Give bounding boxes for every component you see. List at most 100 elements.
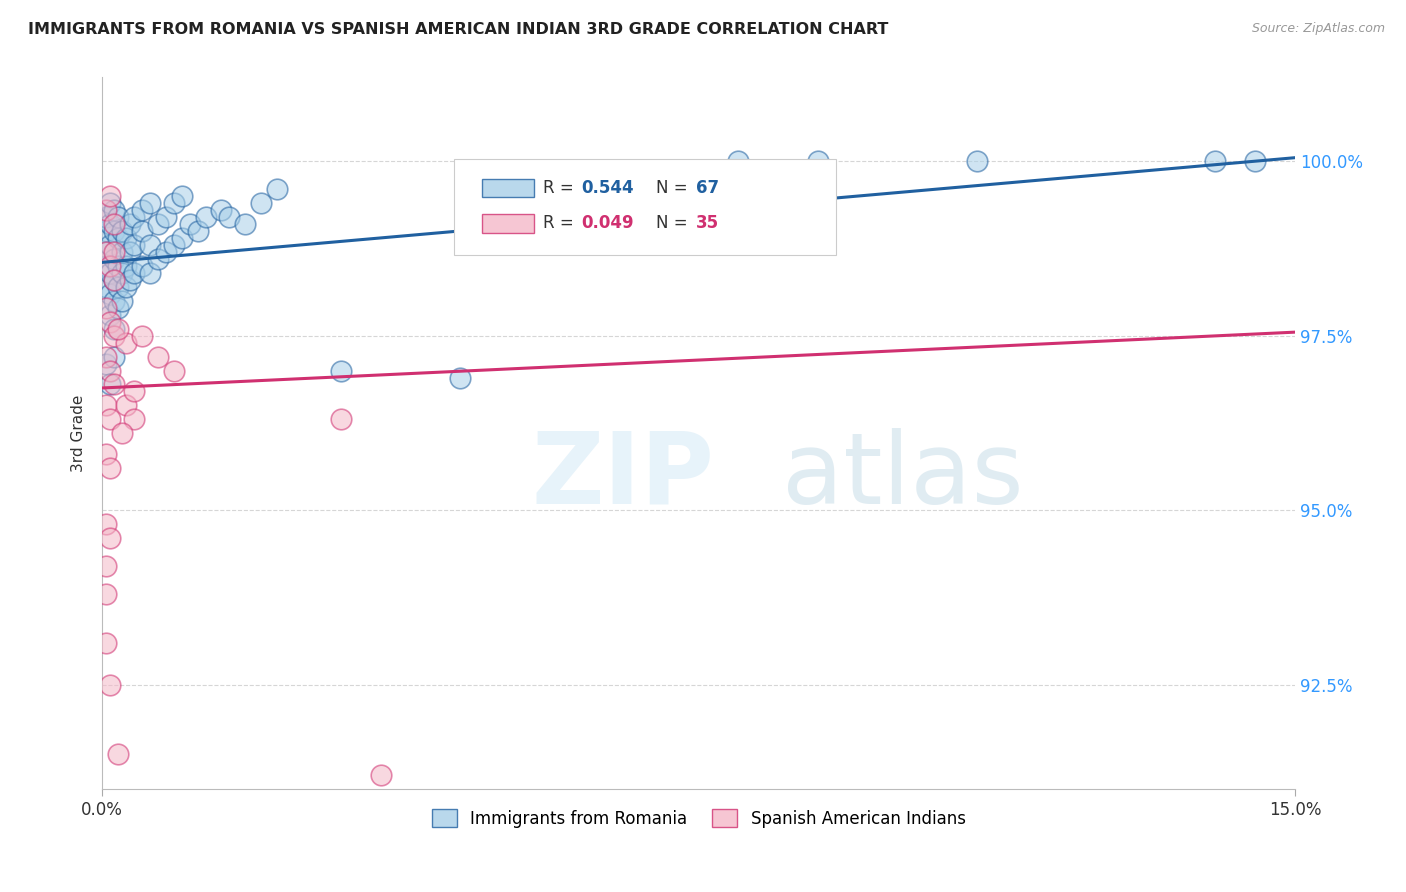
Point (103, 273, 125, 287)
Text: R =: R = (543, 214, 579, 232)
Point (235, 217, 257, 231)
Point (163, 238, 186, 252)
Point (107, 747, 129, 762)
Point (98, 196, 121, 211)
Point (96, 244, 118, 259)
Point (807, 154, 830, 169)
Point (449, 370, 471, 384)
Point (146, 217, 169, 231)
Point (103, 293, 125, 308)
Point (98, 377, 121, 392)
Point (107, 210, 129, 224)
Point (115, 399, 138, 413)
Point (111, 293, 134, 308)
Point (103, 217, 125, 231)
Text: N =: N = (657, 178, 693, 197)
Point (96, 350, 118, 364)
Text: ZIP: ZIP (531, 427, 714, 524)
Point (211, 202, 233, 217)
Legend: Immigrants from Romania, Spanish American Indians: Immigrants from Romania, Spanish America… (425, 803, 972, 834)
Point (96, 587, 118, 601)
Point (155, 210, 177, 224)
Point (107, 231, 129, 245)
Point (103, 244, 125, 259)
Point (103, 321, 125, 335)
Point (96, 447, 118, 461)
Point (146, 252, 169, 266)
Text: N =: N = (657, 214, 693, 232)
Point (131, 259, 153, 273)
Point (118, 273, 141, 287)
Point (966, 154, 988, 169)
Point (131, 328, 153, 343)
Text: 0.544: 0.544 (581, 178, 634, 197)
Point (329, 412, 352, 426)
Point (98, 363, 121, 377)
Text: atlas: atlas (782, 427, 1024, 524)
Point (370, 768, 392, 782)
Point (111, 224, 134, 238)
Point (103, 252, 125, 266)
Point (98, 531, 121, 545)
Point (727, 154, 749, 169)
Point (103, 202, 125, 217)
Text: 0.049: 0.049 (581, 214, 634, 232)
Point (98, 259, 121, 273)
Point (103, 350, 125, 364)
Point (131, 224, 153, 238)
FancyBboxPatch shape (454, 160, 835, 255)
Point (96, 210, 118, 224)
Point (96, 244, 118, 259)
Point (139, 238, 162, 252)
Point (155, 244, 177, 259)
Point (103, 328, 125, 343)
Text: Source: ZipAtlas.com: Source: ZipAtlas.com (1251, 22, 1385, 36)
Point (103, 273, 125, 287)
Point (218, 210, 240, 224)
Point (115, 280, 138, 294)
Point (98, 266, 121, 280)
Point (122, 238, 145, 252)
Text: 35: 35 (696, 214, 718, 232)
Point (139, 266, 162, 280)
Point (98, 286, 121, 301)
Point (103, 224, 125, 238)
Point (170, 231, 193, 245)
Point (170, 189, 193, 203)
Point (98, 217, 121, 231)
Point (266, 182, 288, 196)
Point (118, 244, 141, 259)
Point (96, 280, 118, 294)
Text: IMMIGRANTS FROM ROMANIA VS SPANISH AMERICAN INDIAN 3RD GRADE CORRELATION CHART: IMMIGRANTS FROM ROMANIA VS SPANISH AMERI… (28, 22, 889, 37)
Text: 67: 67 (696, 178, 718, 197)
FancyBboxPatch shape (481, 178, 533, 197)
Point (118, 217, 141, 231)
Point (115, 259, 138, 273)
Point (107, 259, 129, 273)
Point (96, 259, 118, 273)
Point (98, 308, 121, 322)
Point (96, 516, 118, 531)
Point (111, 426, 134, 441)
Text: R =: R = (543, 178, 579, 197)
Point (98, 412, 121, 426)
Point (96, 357, 118, 371)
Point (107, 301, 129, 315)
Point (139, 196, 162, 211)
Point (98, 238, 121, 252)
Point (107, 321, 129, 335)
Point (122, 384, 145, 399)
Point (122, 412, 145, 426)
Point (122, 266, 145, 280)
Point (250, 196, 273, 211)
Point (111, 266, 134, 280)
Point (187, 224, 209, 238)
Point (96, 558, 118, 573)
Point (146, 350, 169, 364)
Point (122, 210, 145, 224)
Point (115, 231, 138, 245)
Point (96, 399, 118, 413)
Point (98, 315, 121, 329)
Point (179, 217, 201, 231)
Point (1205, 154, 1227, 169)
